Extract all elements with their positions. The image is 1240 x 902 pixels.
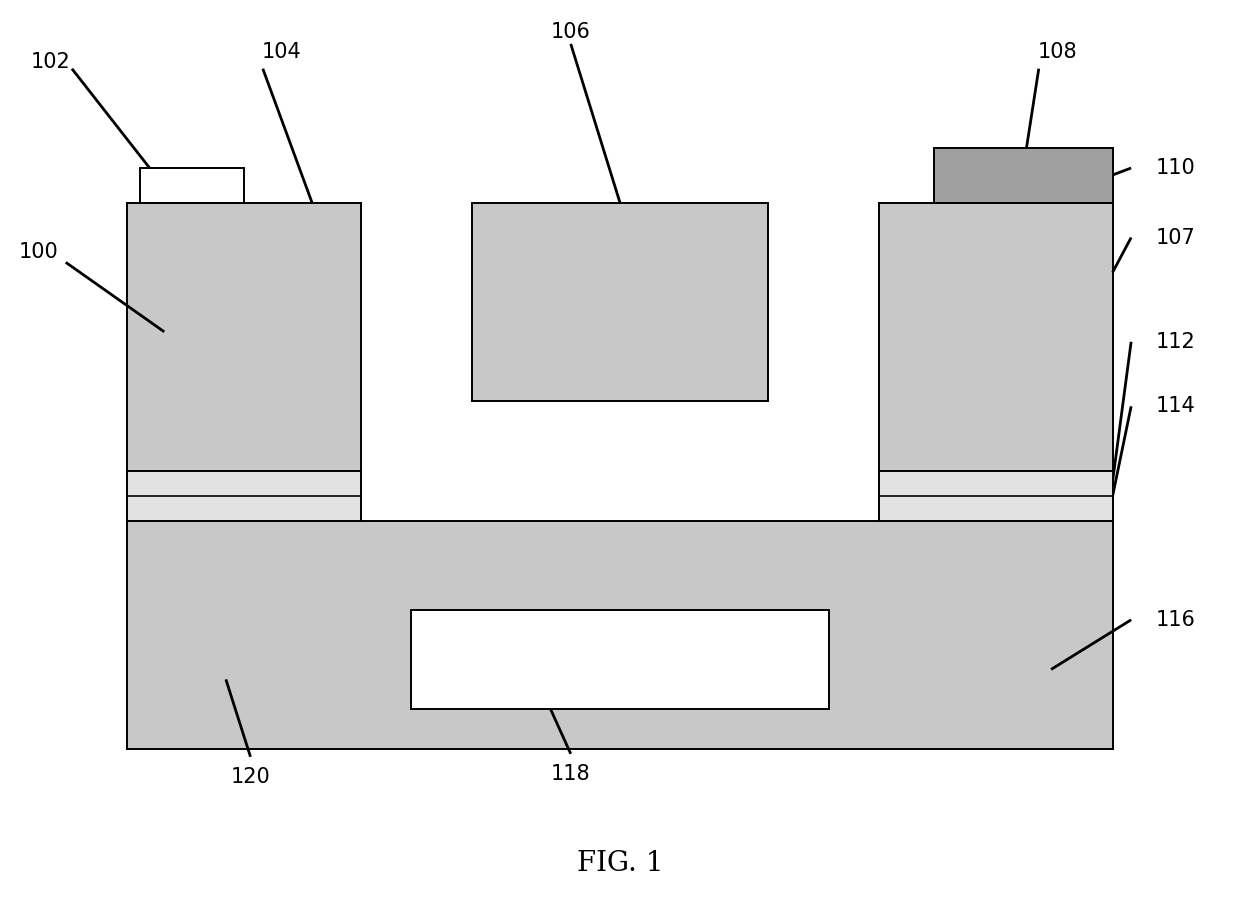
Text: 102: 102 (31, 51, 71, 72)
Text: 100: 100 (19, 243, 58, 262)
Text: 107: 107 (1156, 227, 1195, 247)
Text: 116: 116 (1156, 610, 1195, 630)
Bar (934, 148, 1112, 203)
Text: FIG. 1: FIG. 1 (577, 850, 663, 877)
Bar (140, 168, 244, 203)
Text: 110: 110 (1156, 158, 1195, 178)
Bar (879, 471, 1112, 520)
Bar (128, 203, 361, 520)
Text: 106: 106 (551, 22, 590, 42)
Bar (410, 610, 830, 709)
Bar (128, 471, 361, 520)
Text: 120: 120 (231, 767, 270, 787)
Text: 112: 112 (1156, 332, 1195, 352)
Text: 104: 104 (262, 41, 301, 62)
Bar (472, 203, 768, 401)
Text: 114: 114 (1156, 396, 1195, 417)
Text: 108: 108 (1038, 41, 1078, 62)
Bar (879, 203, 1112, 520)
Text: 118: 118 (551, 764, 590, 784)
Bar (128, 520, 1112, 749)
